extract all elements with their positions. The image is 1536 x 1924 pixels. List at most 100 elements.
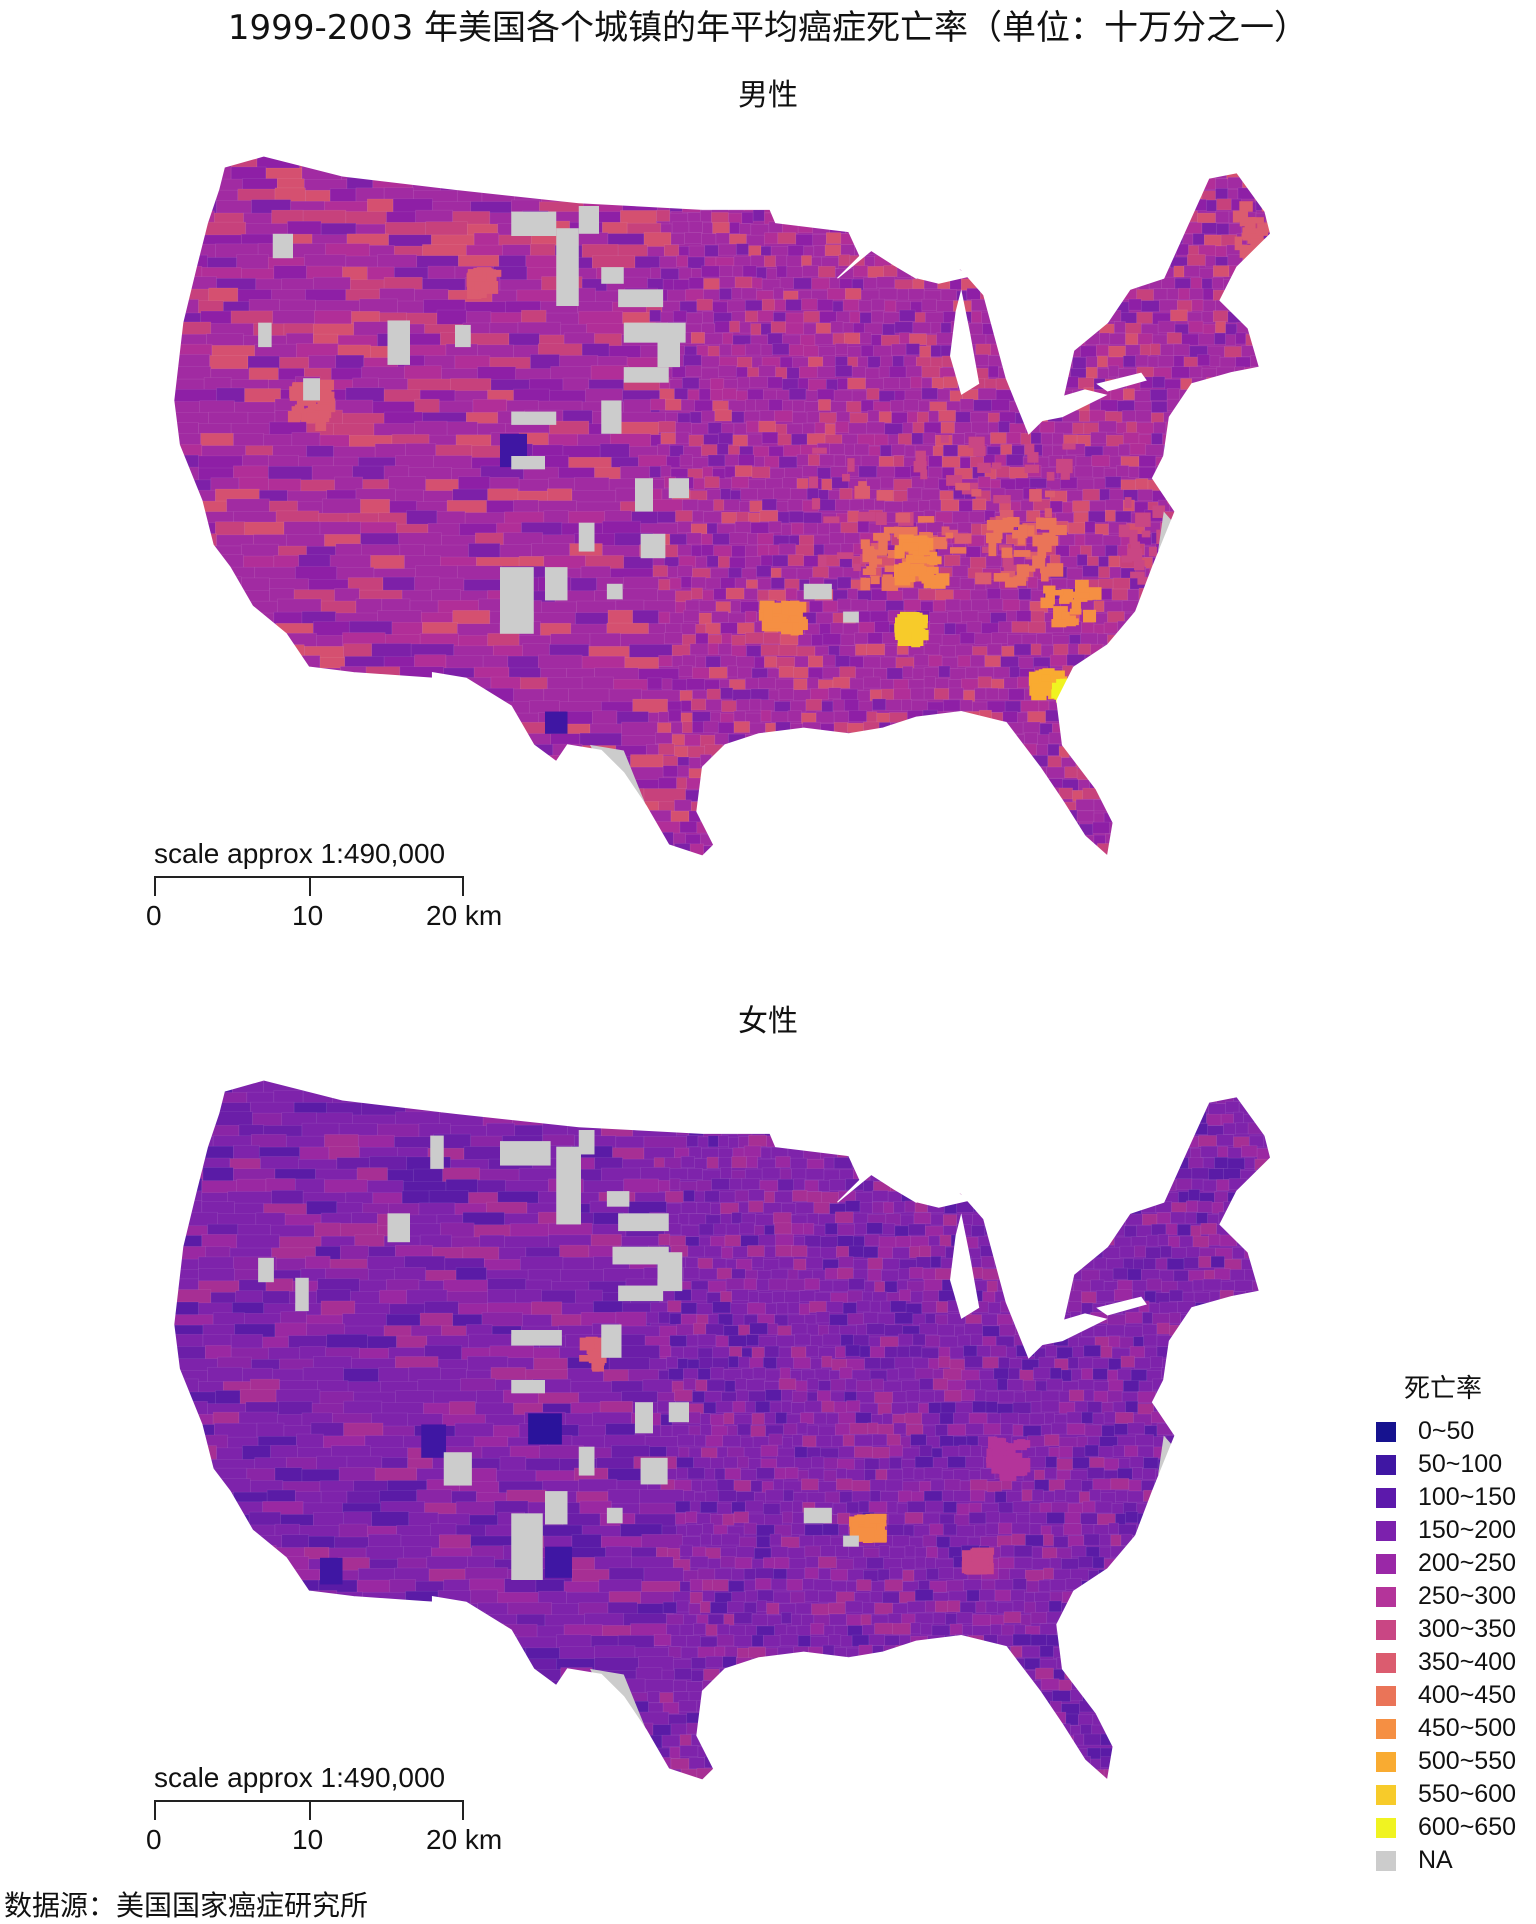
county-cell [1005,722,1024,735]
county-cell [778,644,798,657]
county-cell [1263,843,1271,856]
county-cell [793,277,812,290]
county-cell [845,1101,856,1114]
county-cell [251,767,279,791]
county-cell [1214,332,1226,345]
county-cell-high-rate [1001,547,1013,558]
county-cell [533,767,564,791]
county-cell [708,1103,725,1116]
county-cell [1121,410,1136,422]
county-cell [794,655,809,668]
county-cell [739,501,751,513]
county-cell [1018,1068,1036,1079]
county-cell [945,598,961,611]
county-cell-high-rate [1135,512,1151,527]
county-cell [539,822,577,845]
county-cell [1225,833,1243,845]
county-cell [1125,744,1141,756]
county-cell [1084,745,1098,758]
county-cell [1033,144,1048,155]
county-cell-na [578,206,599,234]
county-cell [1230,288,1248,301]
county-cell [921,387,938,400]
county-cell-high-rate [894,576,911,586]
county-cell [1156,200,1168,213]
county-cell [716,843,733,855]
county-cell-high-rate [1064,691,1073,703]
county-cell-high-rate [1248,455,1262,464]
county-cell [919,823,931,836]
county-cell [1095,734,1112,746]
county-cell [1254,801,1266,813]
county-cell [706,522,718,535]
county-cell [1176,701,1194,714]
county-cell [831,1101,846,1114]
county-cell-na [843,611,859,623]
county-cell [1106,779,1118,791]
county-cell [1247,711,1260,724]
county-cell [173,499,203,523]
county-cell-high-rate [1051,619,1067,628]
county-cell [955,168,972,180]
county-cell [1108,555,1121,568]
county-cell [416,723,461,747]
county-cell [1133,765,1147,778]
county-cell [773,487,791,500]
county-cell [927,776,946,789]
county-cell [1228,555,1246,567]
county-cell [990,843,1003,856]
county-cell [1137,721,1149,734]
county-cell [1130,732,1145,745]
county-cell [672,832,686,845]
county-cell [1175,189,1188,201]
county-cell [771,1092,785,1104]
county-cell [1202,743,1215,756]
county-cell [858,465,878,478]
county-cell [1234,446,1247,458]
county-cell [858,822,878,835]
county-cell [1191,745,1204,757]
county-cell [829,777,841,790]
county-cell [971,311,982,323]
county-cell [689,411,702,424]
county-cell [855,643,868,656]
county-cell [1043,1157,1059,1169]
county-cell [822,633,842,646]
county-cell [751,277,763,290]
county-cell [840,1068,851,1079]
county-cell [958,755,977,768]
county-cell [779,633,799,646]
county-cell [999,255,1012,268]
county-cell [999,244,1010,257]
county-cell [1003,1068,1018,1079]
county-cell [730,833,746,846]
county-cell [695,556,708,569]
county-cell [968,511,986,523]
county-cell [821,700,834,713]
county-cell [1067,643,1079,656]
county-cell [1137,677,1156,690]
county-cell [840,843,853,855]
county-cell [759,410,775,422]
county-cell [928,455,943,468]
county-cell [595,810,630,834]
county-cell [1223,1122,1237,1135]
county-cell [1220,234,1238,247]
county-cell [1005,755,1018,768]
county-cell-high-rate [1216,484,1228,493]
county-cell-high-rate [921,572,933,584]
county-cell [777,212,794,225]
county-cell [713,499,725,511]
county-cell [867,632,883,645]
county-cell [1155,577,1169,590]
county-cell [994,778,1008,790]
county-cell [899,188,913,200]
county-cell [717,643,733,655]
county-cell [777,743,794,756]
county-cell [1201,166,1215,178]
county-cell [869,1135,884,1148]
county-cell-high-rate [1065,683,1082,696]
county-cell [989,199,1007,211]
county-cell [792,400,806,412]
county-cell [1065,733,1084,746]
